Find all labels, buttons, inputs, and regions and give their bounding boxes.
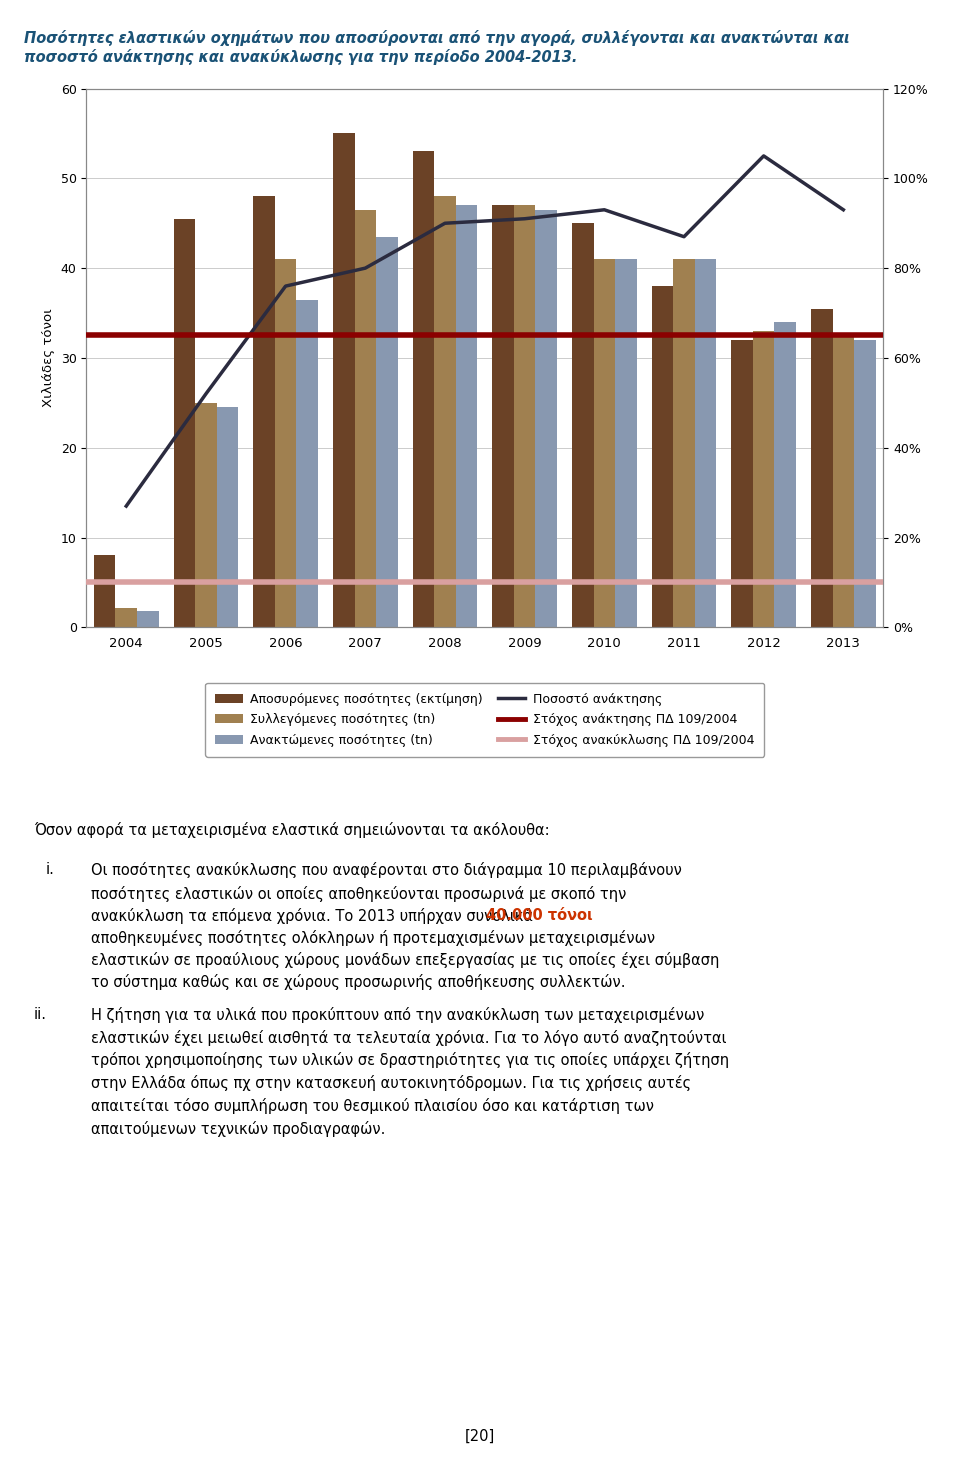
Text: ανακύκλωση τα επόμενα χρόνια. Το 2013 υπήρχαν συνολικά: ανακύκλωση τα επόμενα χρόνια. Το 2013 υπ…: [91, 908, 538, 924]
Text: [20]: [20]: [465, 1429, 495, 1444]
Text: Η ζήτηση για τα υλικά που προκύπτουν από την ανακύκλωση των μεταχειρισμένων: Η ζήτηση για τα υλικά που προκύπτουν από…: [91, 1007, 705, 1023]
Text: ποσοστό ανάκτησης και ανακύκλωσης για την περίοδο 2004-2013.: ποσοστό ανάκτησης και ανακύκλωσης για τη…: [24, 49, 577, 65]
Bar: [195, 403, 217, 627]
Text: το σύστημα καθώς και σε χώρους προσωρινής αποθήκευσης συλλεκτών.: το σύστημα καθώς και σε χώρους προσωρινή…: [91, 974, 626, 990]
Text: στην Ελλάδα όπως πχ στην κατασκευή αυτοκινητόδρομων. Για τις χρήσεις αυτές: στην Ελλάδα όπως πχ στην κατασκευή αυτοκ…: [91, 1075, 691, 1091]
Bar: [492, 205, 514, 627]
Text: i.: i.: [46, 862, 55, 877]
Bar: [593, 260, 615, 627]
Text: ελαστικών έχει μειωθεί αισθητά τα τελευταία χρόνια. Για το λόγο αυτό αναζητούντα: ελαστικών έχει μειωθεί αισθητά τα τελευτ…: [91, 1030, 727, 1045]
Bar: [456, 205, 477, 627]
Bar: [297, 300, 318, 627]
Text: Όσον αφορά τα μεταχειρισμένα ελαστικά σημειώνονται τα ακόλουθα:: Όσον αφορά τα μεταχειρισμένα ελαστικά ση…: [34, 822, 549, 838]
Bar: [811, 308, 832, 627]
Bar: [695, 260, 716, 627]
Bar: [354, 210, 376, 627]
Text: αποθηκευμένες ποσότητες ολόκληρων ή προτεμαχισμένων μεταχειρισμένων: αποθηκευμένες ποσότητες ολόκληρων ή προτ…: [91, 930, 656, 946]
Bar: [775, 322, 796, 627]
Bar: [94, 555, 115, 627]
Bar: [514, 205, 536, 627]
Text: απαιτείται τόσο συμπλήρωση του θεσμικού πλαισίου όσο και κατάρτιση των: απαιτείται τόσο συμπλήρωση του θεσμικού …: [91, 1098, 654, 1114]
Bar: [137, 611, 158, 627]
Bar: [615, 260, 636, 627]
Bar: [732, 339, 753, 627]
Text: απαιτούμενων τεχνικών προδιαγραφών.: απαιτούμενων τεχνικών προδιαγραφών.: [91, 1122, 386, 1137]
Text: ποσότητες ελαστικών οι οποίες αποθηκεύονται προσωρινά με σκοπό την: ποσότητες ελαστικών οι οποίες αποθηκεύον…: [91, 886, 627, 902]
Text: Ποσότητες ελαστικών οχημάτων που αποσύρονται από την αγορά, συλλέγονται και ανακ: Ποσότητες ελαστικών οχημάτων που αποσύρο…: [24, 30, 850, 46]
Bar: [376, 236, 397, 627]
Y-axis label: Χιλιάδες τόνοι: Χιλιάδες τόνοι: [42, 308, 55, 407]
Bar: [854, 339, 876, 627]
Bar: [253, 196, 275, 627]
Legend: Αποσυρόμενες ποσότητες (εκτίμηση), Συλλεγόμενες ποσότητες (tn), Ανακτώμενες ποσό: Αποσυρόμενες ποσότητες (εκτίμηση), Συλλε…: [205, 682, 764, 757]
Bar: [753, 331, 775, 627]
Bar: [413, 152, 434, 627]
Bar: [333, 133, 354, 627]
Bar: [572, 223, 593, 627]
Bar: [434, 196, 456, 627]
Bar: [217, 407, 238, 627]
Bar: [673, 260, 695, 627]
Text: ii.: ii.: [34, 1007, 47, 1021]
Bar: [275, 260, 297, 627]
Bar: [174, 218, 195, 627]
Bar: [536, 210, 557, 627]
Text: 40.000 τόνοι: 40.000 τόνοι: [486, 908, 592, 922]
Text: ελαστικών σε προαύλιους χώρους μονάδων επεξεργασίας με τις οποίες έχει σύμβαση: ελαστικών σε προαύλιους χώρους μονάδων ε…: [91, 952, 720, 968]
Bar: [832, 335, 854, 627]
Text: τρόποι χρησιμοποίησης των υλικών σε δραστηριότητες για τις οποίες υπάρχει ζήτηση: τρόποι χρησιμοποίησης των υλικών σε δρασ…: [91, 1052, 730, 1069]
Bar: [115, 608, 137, 627]
Bar: [652, 286, 673, 627]
Text: Οι ποσότητες ανακύκλωσης που αναφέρονται στο διάγραμμα 10 περιλαμβάνουν: Οι ποσότητες ανακύκλωσης που αναφέρονται…: [91, 862, 682, 878]
